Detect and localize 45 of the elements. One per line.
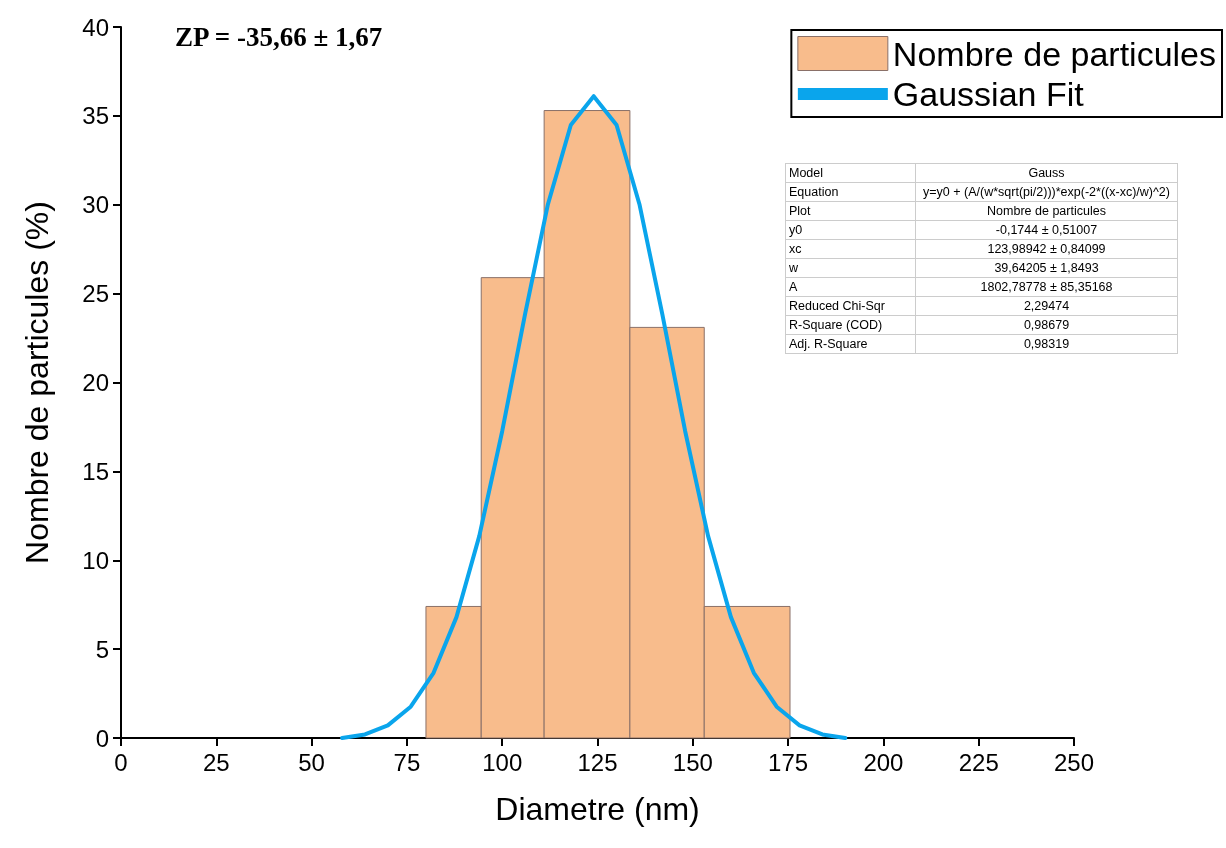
x-tick-label: 0 [114,748,128,776]
y-axis-title: Nombre de particules (%) [19,201,55,564]
legend-label: Gaussian Fit [892,75,1085,113]
annotation: Adj. R-Square [785,334,916,354]
annotation: -0,1744 ± 0,51007 [915,220,1178,240]
annotation: 39,64205 ± 1,8493 [915,258,1178,278]
y-tick-label: 10 [82,546,109,574]
annotation: y=y0 + (A/(w*sqrt(pi/2)))*exp(-2*((x-xc)/w)^2) [915,182,1178,202]
legend-label: Nombre de particules [892,34,1217,73]
y-tick-label: 5 [95,635,109,663]
x-tick-label: 250 [1053,748,1095,776]
annotation: xc [785,239,916,259]
x-tick-label: 200 [863,748,904,776]
y-tick-label: 35 [82,102,109,130]
y-tick-label: 30 [82,191,109,219]
x-tick-label: 75 [393,748,421,776]
y-tick-label: 0 [95,724,109,752]
annotation: Model [785,163,916,183]
x-axis-title: Diametre (nm) [495,791,700,827]
annotation: R-Square (COD) [785,315,916,335]
annotation: ZP = -35,66 ± 1,67 [175,22,383,53]
x-tick-label: 225 [958,748,999,776]
x-tick-label: 150 [672,748,713,776]
x-tick-label: 50 [298,748,325,776]
x-tick-label: 175 [768,748,809,776]
annotation: Reduced Chi-Sqr [785,296,916,316]
x-tick-label: 100 [482,748,523,776]
annotation: A [785,277,916,297]
y-tick-label: 20 [82,369,109,396]
y-tick-label: 40 [82,13,109,41]
annotation: y0 [785,220,916,240]
annotation: 0,98679 [915,315,1178,335]
x-tick-label: 25 [202,748,230,776]
annotation: Nombre de particules [915,201,1178,221]
annotation: Plot [785,201,916,221]
annotation: Gauss [915,163,1178,183]
annotation: 123,98942 ± 0,84099 [915,239,1178,259]
annotation: w [785,258,916,278]
annotation: 2,29474 [915,296,1178,316]
annotation: 1802,78778 ± 85,35168 [915,277,1178,297]
y-tick-label: 15 [82,457,109,485]
annotation: Equation [785,182,916,202]
annotation: 0,98319 [915,334,1178,354]
y-tick-label: 25 [82,280,109,308]
x-tick-label: 125 [577,748,618,776]
